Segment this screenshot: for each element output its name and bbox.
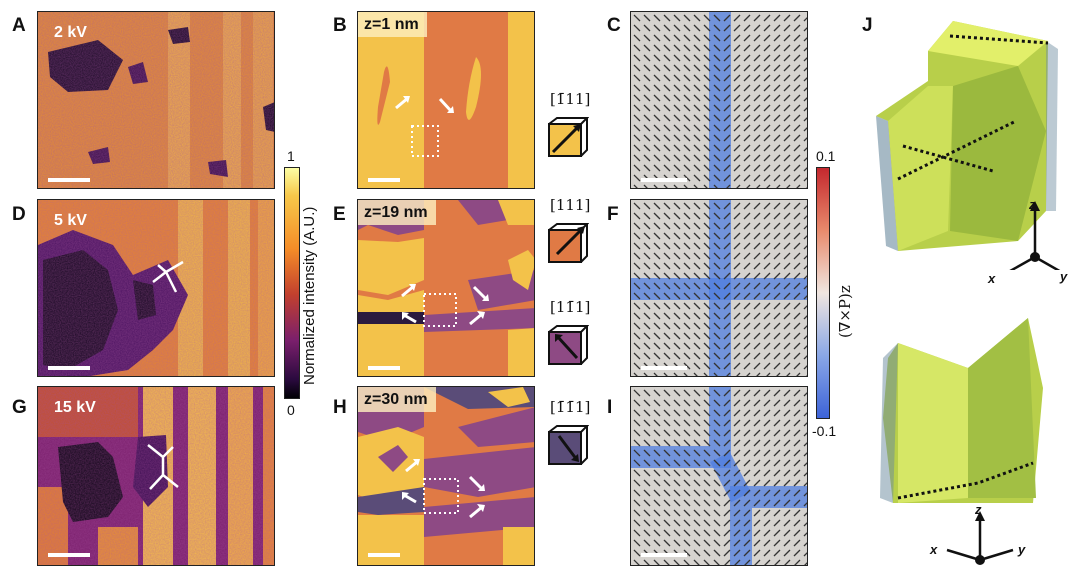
scale-bar-f <box>641 366 687 370</box>
domain-wall-3d-bottom <box>868 298 1068 513</box>
domain-map-b <box>358 12 534 188</box>
panel-label-i: I <box>607 397 613 418</box>
voltage-label-g: 15 kV <box>54 399 96 416</box>
sem-texture-g <box>38 387 274 565</box>
panel-label-e: E <box>333 204 346 225</box>
scale-bar-c <box>641 178 687 182</box>
scale-bar-b <box>368 178 400 182</box>
scale-bar-i <box>641 553 687 557</box>
cube-icon-3 <box>547 324 590 366</box>
curl-colorbar-min: -0.1 <box>812 423 837 439</box>
sem-texture-d <box>38 200 274 376</box>
sem-image-a: 2 kV <box>37 11 275 189</box>
axes-triad-top <box>985 195 1065 277</box>
curl-colorbar-title: (∇×P)z <box>836 285 854 338</box>
domain-wall-3d-top <box>868 11 1068 261</box>
vector-field-f <box>631 200 807 376</box>
axis-label-y-top: y <box>1060 269 1068 284</box>
direction-label-3: [11̄1] <box>550 298 591 316</box>
panel-label-g: G <box>12 397 27 418</box>
axis-label-y-bottom: y <box>1018 542 1026 557</box>
sem-image-d: 5 kV <box>37 199 275 377</box>
direction-label-1: [1̄11] <box>550 90 591 108</box>
curl-colorbar-max: 0.1 <box>816 148 836 164</box>
polarization-map-i <box>630 386 808 566</box>
depth-label-b: z=1 nm <box>358 12 427 37</box>
phase-field-h: z=30 nm <box>357 386 535 566</box>
cube-icon-4 <box>547 424 590 466</box>
cube-icon-2 <box>547 222 590 264</box>
scale-bar-g <box>48 553 90 557</box>
vector-field-c <box>633 12 807 188</box>
direction-label-4: [1̄1̄1] <box>550 398 591 416</box>
phase-field-e: z=19 nm <box>357 199 535 377</box>
panel-label-f: F <box>607 204 619 225</box>
scale-bar-a <box>48 178 90 182</box>
axis-label-z-top: z <box>1029 197 1036 212</box>
intensity-colorbar-min: 0 <box>287 402 295 418</box>
intensity-colorbar-title: Normalized intensity (A.U.) <box>301 206 318 385</box>
intensity-colorbar-max: 1 <box>287 148 295 164</box>
scale-bar-e <box>368 366 400 370</box>
sem-texture-a <box>38 12 274 188</box>
panel-label-h: H <box>333 397 347 418</box>
depth-label-e: z=19 nm <box>358 200 436 225</box>
domain-map-h <box>358 387 534 565</box>
curl-colorbar <box>816 167 830 419</box>
axes-triad-bottom <box>935 505 1025 570</box>
intensity-colorbar <box>284 167 300 399</box>
domain-wall-junction-g <box>147 444 179 490</box>
sem-image-g: 15 kV <box>37 386 275 566</box>
panel-label-a: A <box>12 15 26 36</box>
panel-label-d: D <box>12 204 26 225</box>
scale-bar-h <box>368 553 400 557</box>
axis-label-x-top: x <box>988 271 996 286</box>
panel-label-j: J <box>862 15 873 36</box>
depth-label-h: z=30 nm <box>358 387 436 412</box>
polarization-map-c <box>630 11 808 189</box>
voltage-label-d: 5 kV <box>54 212 87 229</box>
panel-label-c: C <box>607 15 621 36</box>
domain-map-e <box>358 200 534 376</box>
polarization-map-f <box>630 199 808 377</box>
axis-label-z-bottom: z <box>975 502 982 517</box>
scale-bar-d <box>48 366 90 370</box>
axis-label-x-bottom: x <box>930 542 938 557</box>
direction-label-2: [111] <box>550 196 591 214</box>
vector-field-i <box>631 387 807 565</box>
voltage-label-a: 2 kV <box>54 24 87 41</box>
domain-wall-junction-d <box>152 260 184 293</box>
panel-label-b: B <box>333 15 347 36</box>
phase-field-b: z=1 nm <box>357 11 535 189</box>
cube-icon-1 <box>547 116 590 158</box>
